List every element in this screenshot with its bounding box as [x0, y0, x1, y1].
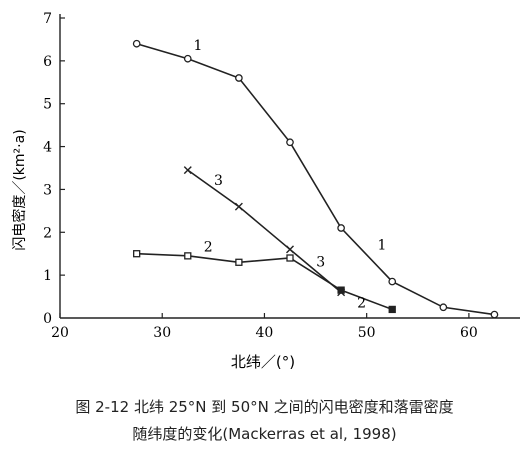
point-stroke [183, 166, 192, 175]
series-1-point [388, 277, 397, 286]
annotation-layer: 1 3 2 3 1 2 [194, 38, 387, 311]
series-2-point [133, 250, 141, 258]
series-label: 3 [214, 173, 223, 189]
series-3-point [234, 202, 243, 211]
y-tick-label: 2 [43, 225, 52, 241]
series-2-point [337, 286, 345, 294]
point-stroke [234, 202, 243, 211]
series-2-point [388, 305, 396, 314]
y-tick-label: 4 [43, 140, 52, 156]
y-tick-label: 1 [43, 268, 52, 284]
figure-caption-line-1: 图 2-12 北纬 25°N 到 50°N 之间的闪电密度和落雷密度 [75, 398, 454, 416]
series-3-point [286, 245, 294, 254]
point-stroke [286, 245, 294, 254]
x-axis-label: 北纬／(°) [231, 353, 295, 371]
y-tick-label: 7 [43, 11, 52, 27]
y-tick-label: 3 [43, 182, 52, 198]
series-label: 2 [357, 295, 366, 311]
axes: 20 30 40 50 60 0 1 2 3 4 5 6 7 [43, 11, 520, 341]
series-layer [132, 39, 499, 319]
series-1-point [235, 74, 243, 82]
x-tick-label: 50 [358, 325, 376, 341]
y-tick-label: 6 [43, 54, 52, 70]
series-2-point [235, 258, 243, 266]
series-1-point [286, 138, 294, 147]
series-3-line [187, 169, 342, 293]
series-1-point [132, 39, 141, 48]
series-3-point [183, 166, 192, 175]
x-tick-label: 20 [51, 325, 69, 341]
chart: 20 30 40 50 60 0 1 2 3 4 5 6 7 1 3 2 3 1 2 北纬／(°) 闪电密度／(k… [11, 11, 520, 371]
series-1-point [183, 54, 192, 63]
series-label: 2 [204, 240, 213, 256]
series-label: 1 [378, 237, 387, 253]
series-2-point [286, 254, 294, 262]
series-1-point [337, 224, 345, 232]
series-1-line [136, 42, 495, 316]
x-tick-label: 30 [153, 325, 171, 341]
y-tick-label: 5 [43, 97, 52, 113]
y-tick-label: 0 [43, 311, 52, 327]
series-2-point [184, 252, 192, 260]
x-tick-label: 40 [256, 325, 274, 341]
figure-caption-line-2: 随纬度的变化(Mackerras et al, 1998) [132, 425, 397, 443]
series-label: 1 [194, 38, 203, 54]
y-axis-label: 闪电密度／(km²·a) [11, 129, 28, 250]
x-tick-label: 60 [460, 325, 478, 341]
series-label: 3 [316, 255, 325, 271]
series-1-point [490, 310, 499, 319]
series-2-line [136, 252, 393, 311]
series-1-point [439, 303, 448, 312]
